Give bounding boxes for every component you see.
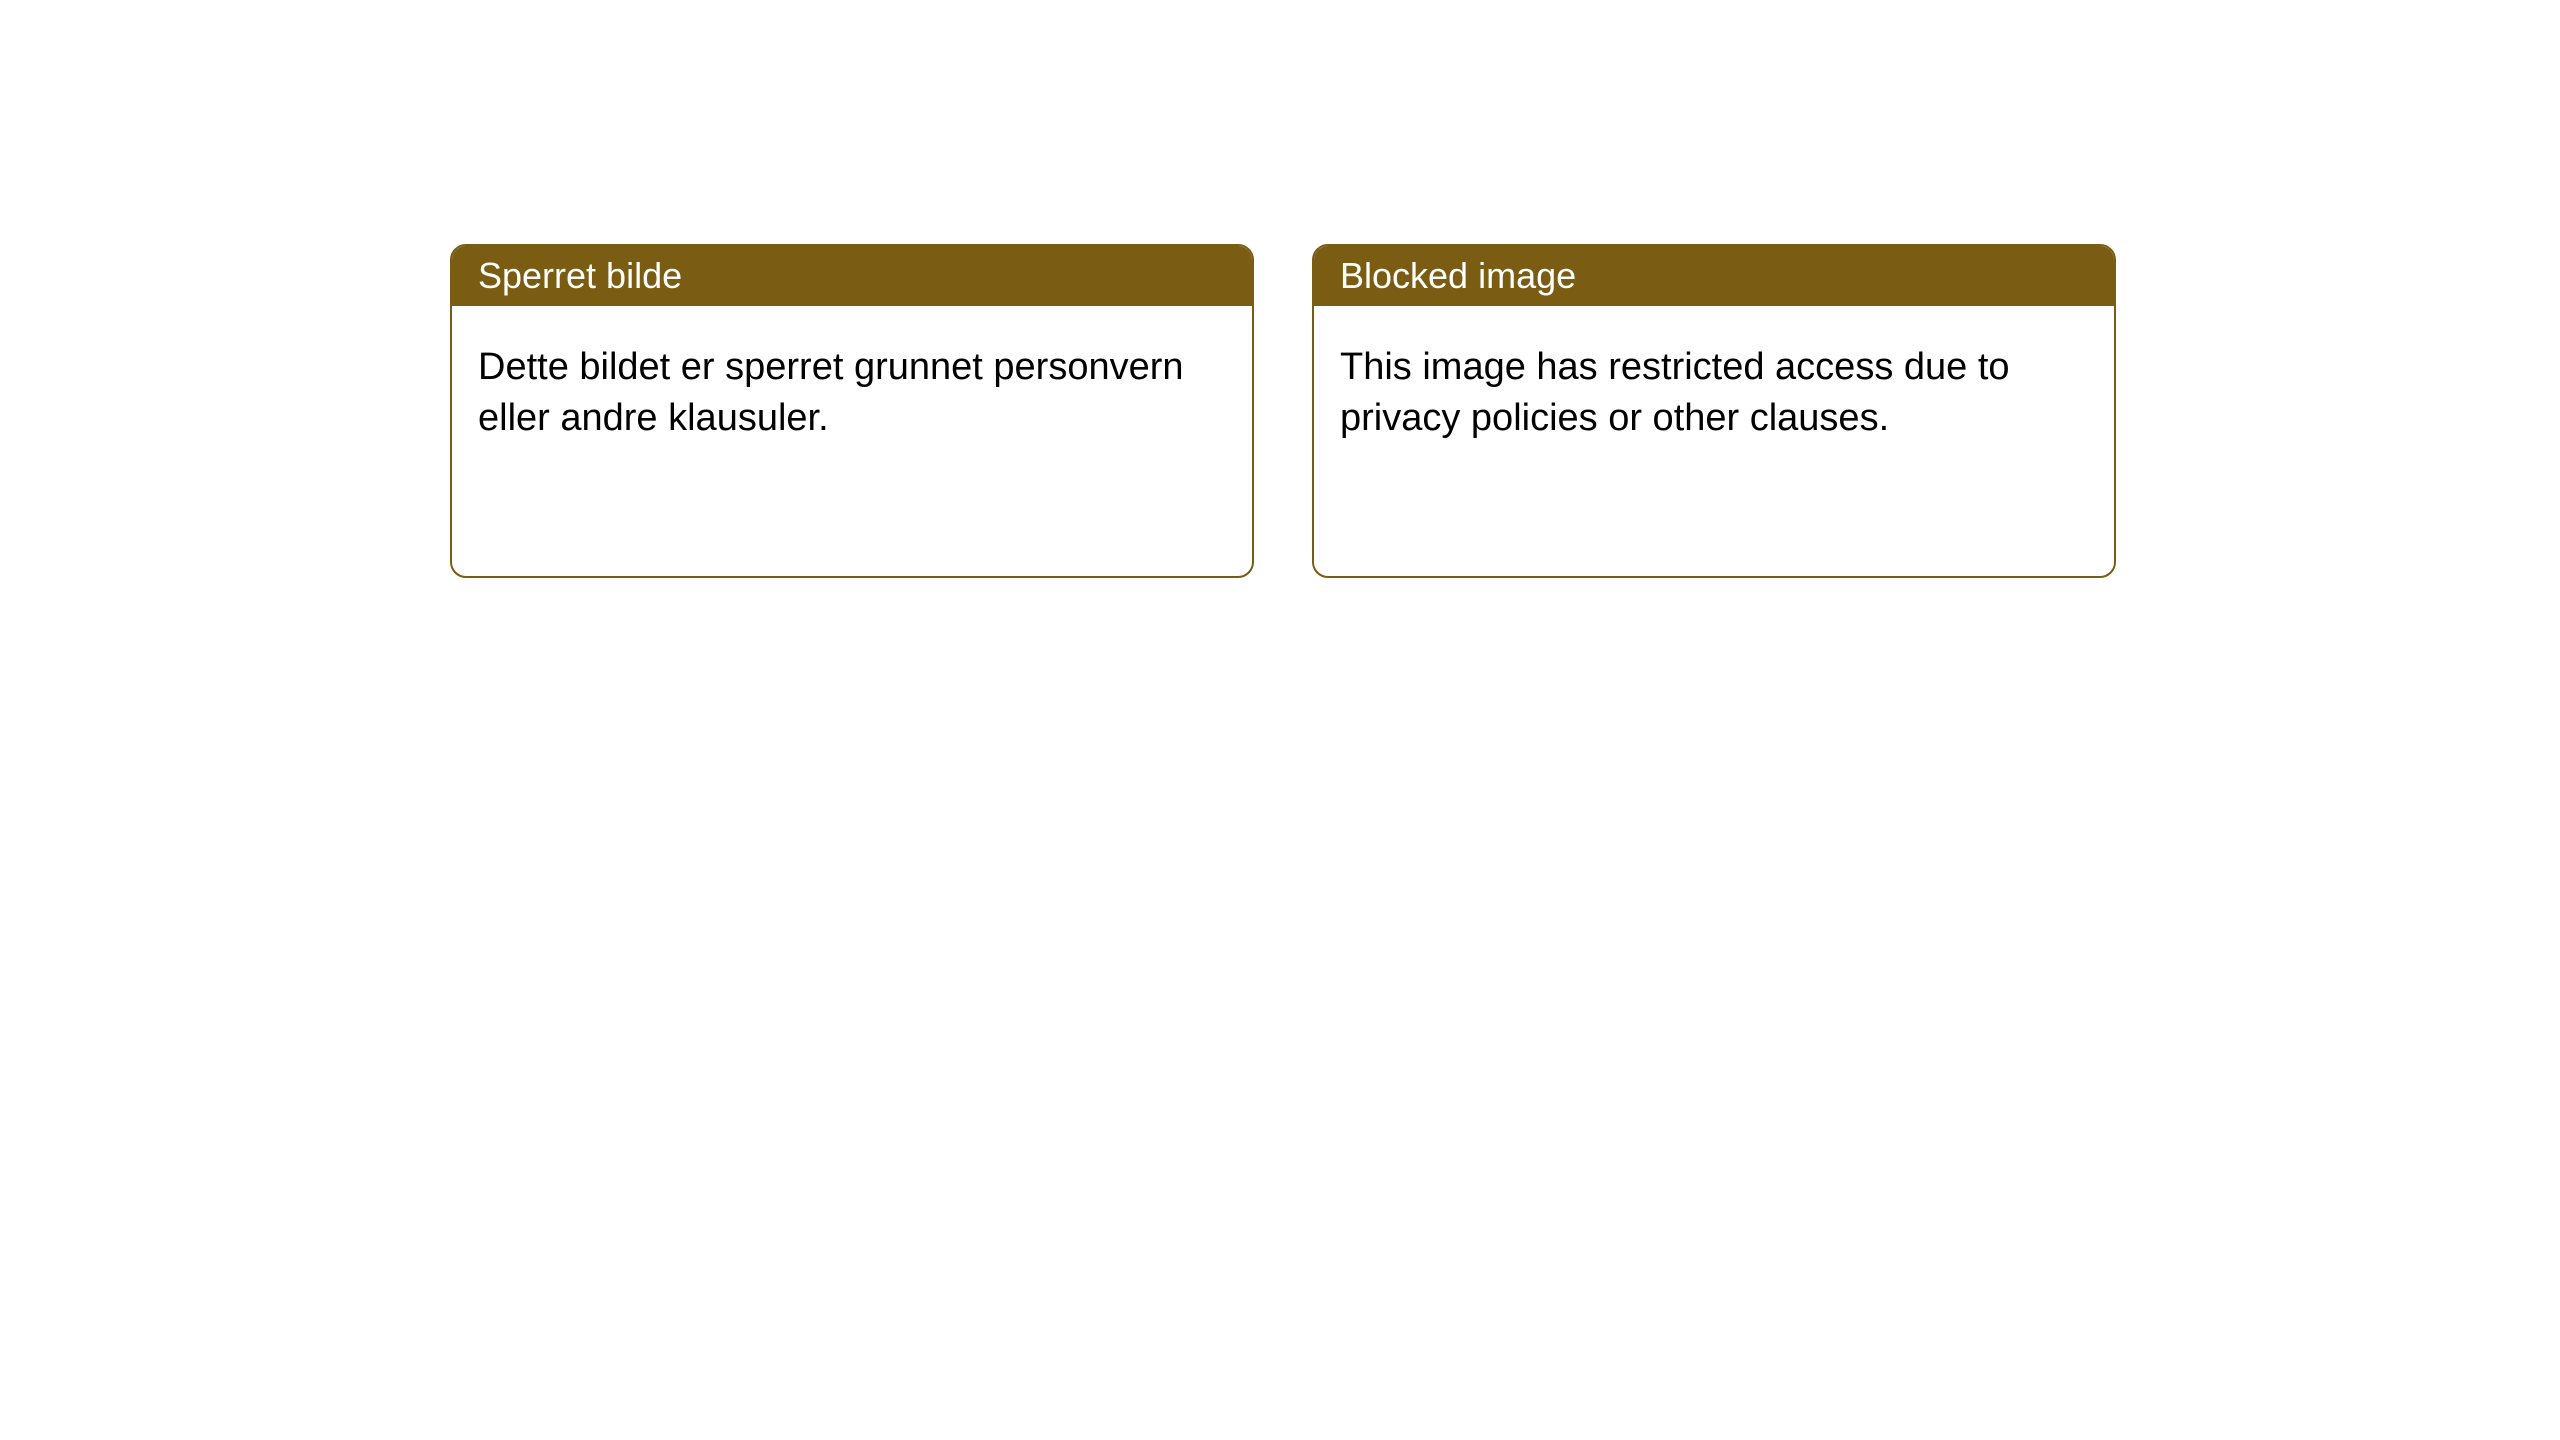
notice-body: Dette bildet er sperret grunnet personve…	[452, 306, 1252, 481]
notice-card-norwegian: Sperret bilde Dette bildet er sperret gr…	[450, 244, 1254, 578]
notice-container: Sperret bilde Dette bildet er sperret gr…	[0, 0, 2560, 578]
notice-card-english: Blocked image This image has restricted …	[1312, 244, 2116, 578]
notice-header: Blocked image	[1314, 246, 2114, 306]
notice-body: This image has restricted access due to …	[1314, 306, 2114, 481]
notice-header: Sperret bilde	[452, 246, 1252, 306]
